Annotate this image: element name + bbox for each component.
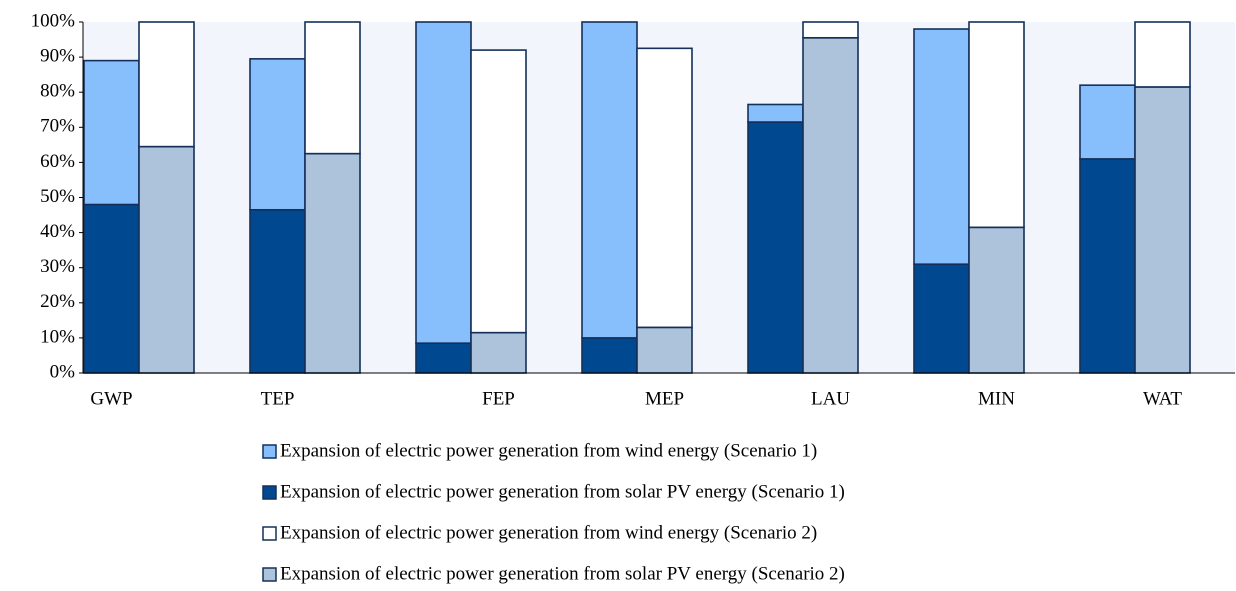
x-tick-label: WAT xyxy=(1143,388,1182,409)
bar-segment xyxy=(802,21,859,39)
x-tick-label: MIN xyxy=(978,388,1015,409)
y-tick-label: 60% xyxy=(40,151,75,172)
bar-segment xyxy=(747,121,804,374)
legend-label: Expansion of electric power generation f… xyxy=(280,563,845,584)
y-tick-label: 40% xyxy=(40,221,75,242)
bar-segment xyxy=(1079,158,1136,374)
y-tick-label: 20% xyxy=(40,291,75,312)
bar-segment xyxy=(802,36,859,374)
bar-segment xyxy=(138,21,195,148)
bar-segment xyxy=(304,152,361,374)
bar-segment xyxy=(1134,21,1191,88)
bar-segment xyxy=(636,326,693,374)
bar-segment xyxy=(968,226,1025,374)
bar-segment xyxy=(1079,84,1136,160)
bar-segment xyxy=(913,28,970,265)
bar-segment xyxy=(470,331,527,374)
bar-segment xyxy=(1134,86,1191,374)
y-tick-label: 10% xyxy=(40,326,75,347)
bar-segment xyxy=(968,21,1025,229)
x-tick-label: MEP xyxy=(645,388,684,409)
x-tick-label: FEP xyxy=(482,388,515,409)
legend-swatch xyxy=(262,526,277,541)
y-tick-label: 30% xyxy=(40,256,75,277)
x-tick-label: LAU xyxy=(811,388,850,409)
bar-segment xyxy=(83,59,140,206)
y-tick-label: 80% xyxy=(40,81,75,102)
bar-segment xyxy=(249,208,306,374)
bar-segment xyxy=(249,58,306,211)
bar-segment xyxy=(83,203,140,374)
legend-label: Expansion of electric power generation f… xyxy=(280,481,845,502)
y-tick-label: 100% xyxy=(31,10,76,31)
y-tick-label: 50% xyxy=(40,186,75,207)
y-tick-label: 90% xyxy=(40,45,75,66)
bar-segment xyxy=(581,337,638,374)
legend-label: Expansion of electric power generation f… xyxy=(280,440,817,461)
bar-segment xyxy=(415,342,472,374)
legend-swatch xyxy=(262,444,277,459)
bar-segment xyxy=(747,103,804,123)
legend-swatch xyxy=(262,567,277,582)
bar-segment xyxy=(415,21,472,344)
bar-segment xyxy=(470,49,527,334)
legend-label: Expansion of electric power generation f… xyxy=(280,522,817,543)
bar-segment xyxy=(304,21,361,155)
x-tick-label: TEP xyxy=(261,388,295,409)
bar-segment xyxy=(636,47,693,329)
bar-segment xyxy=(581,21,638,339)
x-tick-label: GWP xyxy=(90,388,132,409)
y-tick-label: 70% xyxy=(40,116,75,137)
y-tick-label: 0% xyxy=(50,361,76,382)
bar-segment xyxy=(913,263,970,374)
legend-swatch xyxy=(262,485,277,500)
bar-segment xyxy=(138,145,195,374)
